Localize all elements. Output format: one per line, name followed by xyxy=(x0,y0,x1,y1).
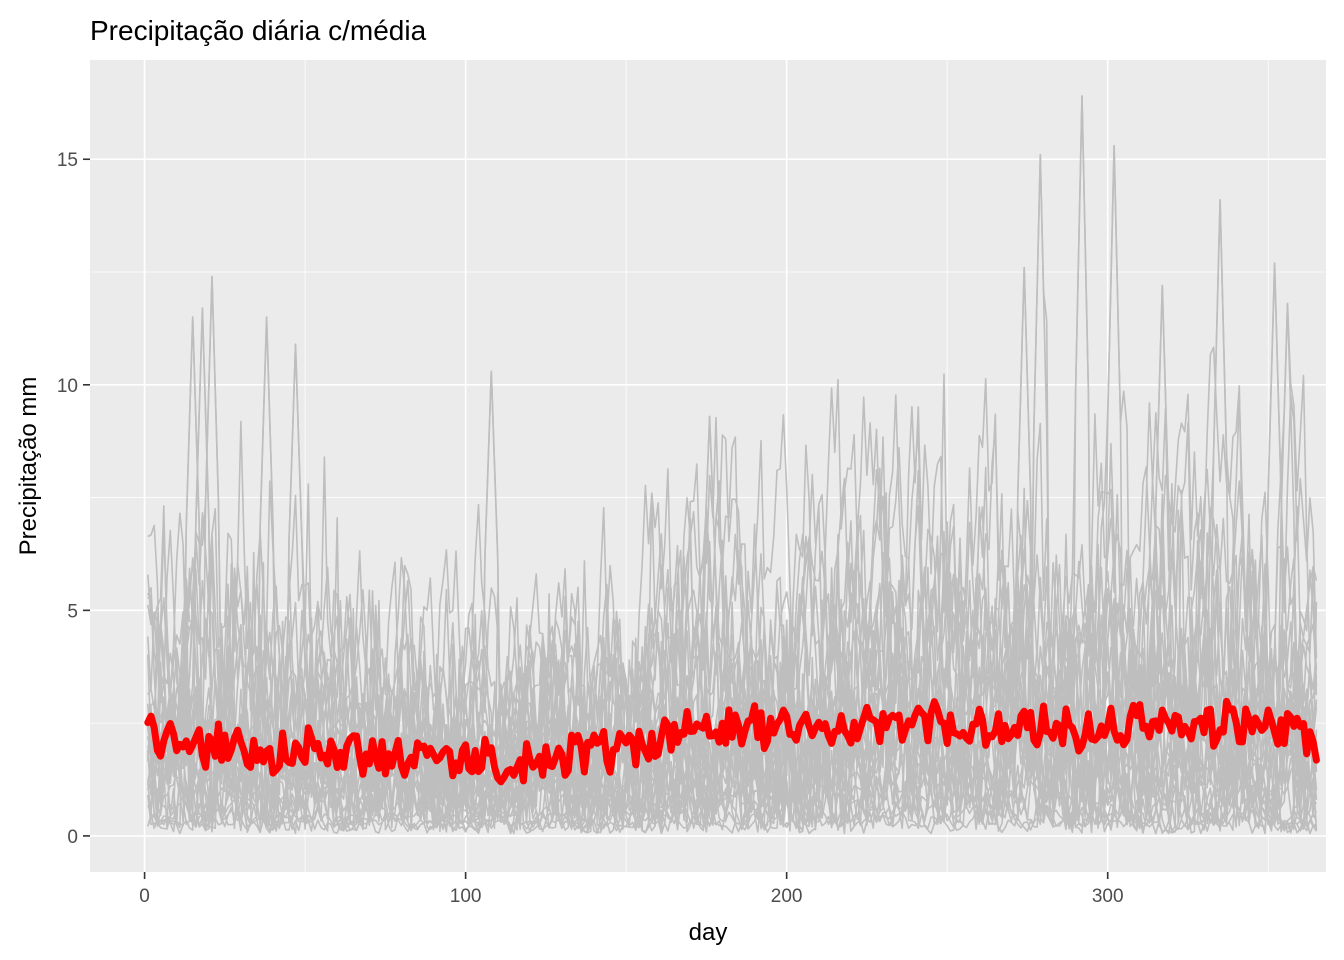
individual-series-line xyxy=(147,302,1318,831)
x-tick-label: 200 xyxy=(771,886,803,907)
x-axis-label: day xyxy=(689,919,728,946)
y-axis-label: Precipitação mm xyxy=(15,377,42,556)
mean-layer xyxy=(144,697,1320,786)
individual-series-line xyxy=(147,284,1318,828)
x-tick-label: 300 xyxy=(1092,886,1124,907)
series-layer xyxy=(147,95,1318,835)
y-tick-label: 15 xyxy=(57,150,78,171)
y-tick-label: 5 xyxy=(67,601,78,622)
axes: 0 100 200 300 0 5 10 15 xyxy=(57,150,1124,907)
chart-title: Precipitação diária c/média xyxy=(90,15,427,46)
x-tick-label: 100 xyxy=(450,886,482,907)
individual-series-line xyxy=(147,307,1318,835)
y-tick-label: 10 xyxy=(57,376,78,397)
y-tick-label: 0 xyxy=(67,827,78,848)
individual-series-line xyxy=(147,199,1318,834)
x-tick-label: 0 xyxy=(139,886,150,907)
individual-series-line xyxy=(147,95,1318,835)
mean-series-line xyxy=(144,697,1320,786)
